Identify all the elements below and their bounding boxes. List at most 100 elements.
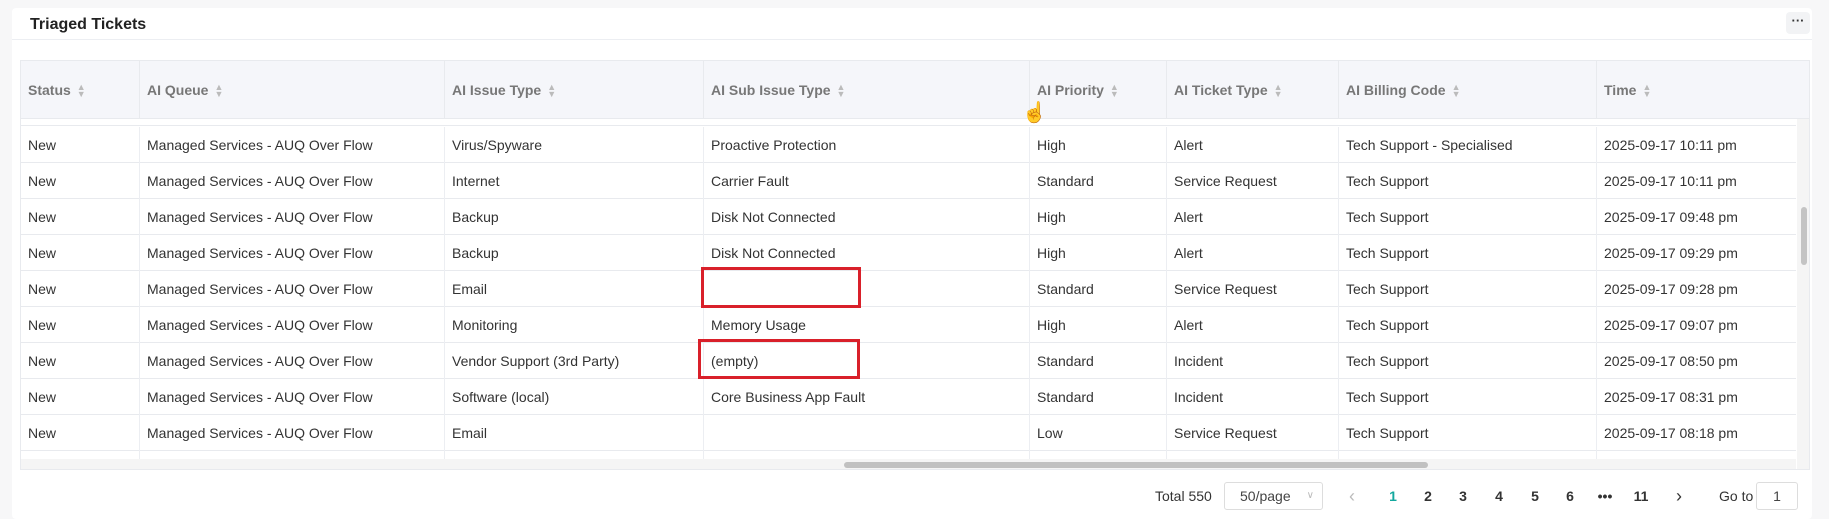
next-page-button[interactable]: ›: [1676, 486, 1682, 506]
column-header-ai-issue-type[interactable]: AI Issue Type ▲ ▼: [444, 61, 703, 119]
header-spacer: [21, 119, 1796, 126]
cell-ai-billing-code: Tech Support: [1338, 307, 1596, 343]
column-header-status[interactable]: Status ▲ ▼: [21, 61, 139, 119]
cell-status: New: [28, 173, 57, 189]
cell-time: 2025-09-17 09:07 pm: [1596, 307, 1796, 343]
page-size-select[interactable]: 50/page ∨: [1224, 482, 1323, 510]
highlight-box-empty-sub-issue: [698, 339, 860, 379]
cell-ai-priority: High: [1029, 307, 1166, 343]
cell-ai-billing-code: Tech Support: [1338, 415, 1596, 451]
cell-ai-sub-issue-type: Disk Not Connected: [703, 235, 1029, 271]
goto-label: Go to: [1719, 488, 1754, 504]
cell-ai-issue-type: Internet: [444, 163, 703, 199]
column-header-ai-ticket-type[interactable]: AI Ticket Type ▲ ▼: [1166, 61, 1338, 119]
column-header-label: AI Queue: [147, 82, 209, 98]
hand-cursor-icon: ☝: [1022, 102, 1047, 124]
table-row[interactable]: New Managed Services - AUQ Over Flow Backu…: [21, 235, 1796, 271]
cell-status: New: [28, 245, 57, 261]
cell-ai-priority: High: [1029, 235, 1166, 271]
cell-ai-ticket-type: Service Request: [1166, 415, 1338, 451]
column-header-label: AI Billing Code: [1346, 82, 1446, 98]
cell-ai-priority: Standard: [1029, 379, 1166, 415]
page-size-value: 50/page: [1240, 488, 1291, 504]
more-options-button[interactable]: ···: [1786, 12, 1810, 34]
cell-ai-ticket-type: Alert: [1166, 235, 1338, 271]
cell-status: New: [28, 389, 57, 405]
page-button-2[interactable]: 2: [1424, 488, 1432, 504]
page-button-1[interactable]: 1: [1389, 488, 1397, 504]
cell-ai-ticket-type: Service Request: [1166, 163, 1338, 199]
cell-ai-sub-issue-type: Memory Usage: [703, 307, 1029, 343]
column-header-ai-billing-code[interactable]: AI Billing Code ▲ ▼: [1338, 61, 1596, 119]
cell-ai-billing-code: Tech Support: [1338, 163, 1596, 199]
cell-ai-queue: Managed Services - AUQ Over Flow: [139, 199, 444, 235]
cell-time: 2025-09-17 09:29 pm: [1596, 235, 1796, 271]
sort-icon[interactable]: ▲ ▼: [1109, 82, 1119, 100]
table-row[interactable]: New Managed Services - AUQ Over Flow Backu…: [21, 199, 1796, 235]
table-row[interactable]: New Managed Services - AUQ Over Flow Softw…: [21, 379, 1796, 415]
column-header-time[interactable]: Time ▲ ▼: [1596, 61, 1796, 119]
cell-ai-priority: Standard: [1029, 163, 1166, 199]
cell-ai-ticket-type: Incident: [1166, 379, 1338, 415]
sort-icon[interactable]: ▲ ▼: [1642, 82, 1652, 100]
cell-ai-ticket-type: Alert: [1166, 199, 1338, 235]
cell-ai-priority: Low: [1029, 415, 1166, 451]
cell-ai-queue: Managed Services - AUQ Over Flow: [139, 343, 444, 379]
more-pages-button[interactable]: •••: [1597, 488, 1613, 504]
column-header-ai-queue[interactable]: AI Queue ▲ ▼: [139, 61, 444, 119]
cell-ai-issue-type: Email: [444, 271, 703, 307]
chevron-down-icon: ∨: [1306, 490, 1314, 501]
cell-ai-ticket-type: Alert: [1166, 127, 1338, 163]
cell-ai-billing-code: Tech Support: [1338, 235, 1596, 271]
sort-icon[interactable]: ▲ ▼: [547, 82, 557, 100]
horizontal-scrollbar[interactable]: [21, 459, 1796, 469]
page-button-4[interactable]: 4: [1495, 488, 1503, 504]
vertical-scrollbar[interactable]: [1797, 119, 1809, 469]
cell-ai-billing-code: Tech Support: [1338, 199, 1596, 235]
column-header-ai-priority[interactable]: AI Priority ▲ ▼: [1029, 61, 1166, 119]
column-header-label: Status: [28, 82, 71, 98]
table-row[interactable]: New Managed Services - AUQ Over Flow Email…: [21, 271, 1796, 307]
cell-ai-sub-issue-type: (empty): [703, 343, 1029, 379]
table-row[interactable]: New Managed Services - AUQ Over Flow Monit…: [21, 307, 1796, 343]
cell-ai-queue: Managed Services - AUQ Over Flow: [139, 235, 444, 271]
prev-page-button[interactable]: ‹: [1349, 486, 1355, 506]
cell-status: New: [28, 353, 57, 369]
divider: [12, 39, 1812, 40]
cell-ai-issue-type: Email: [444, 415, 703, 451]
sort-icon[interactable]: ▲ ▼: [836, 82, 846, 100]
cell-ai-billing-code: Tech Support: [1338, 379, 1596, 415]
table-row[interactable]: New Managed Services - AUQ Over Flow Email…: [21, 415, 1796, 451]
sort-icon[interactable]: ▲ ▼: [1451, 82, 1461, 100]
cell-ai-ticket-type: Alert: [1166, 307, 1338, 343]
cell-ai-sub-issue-type: Carrier Fault: [703, 163, 1029, 199]
cell-ai-issue-type: Backup: [444, 199, 703, 235]
sort-icon[interactable]: ▲ ▼: [214, 82, 224, 100]
table-row[interactable]: New Managed Services - AUQ Over Flow Inter…: [21, 163, 1796, 199]
page-button-11[interactable]: 11: [1633, 488, 1649, 504]
table-row[interactable]: New Managed Services - AUQ Over Flow Virus…: [21, 127, 1796, 163]
highlight-box-blank-sub-issue: [701, 267, 861, 308]
cell-time: 2025-09-17 08:31 pm: [1596, 379, 1796, 415]
cell-ai-queue: Managed Services - AUQ Over Flow: [139, 127, 444, 163]
cell-time: 2025-09-17 09:48 pm: [1596, 199, 1796, 235]
horizontal-scroll-thumb[interactable]: [844, 462, 1428, 468]
column-header-label: AI Priority: [1037, 82, 1104, 98]
cell-ai-priority: Standard: [1029, 271, 1166, 307]
cell-ai-priority: Standard: [1029, 343, 1166, 379]
sort-icon[interactable]: ▲ ▼: [76, 82, 86, 100]
cell-ai-queue: Managed Services - AUQ Over Flow: [139, 271, 444, 307]
goto-page-input[interactable]: 1: [1756, 482, 1798, 510]
vertical-scroll-thumb[interactable]: [1801, 207, 1807, 265]
card-title: Triaged Tickets: [30, 16, 147, 33]
cell-time: 2025-09-17 10:11 pm: [1596, 127, 1796, 163]
cell-ai-sub-issue-type: [703, 415, 1029, 451]
column-header-ai-sub-issue-type[interactable]: AI Sub Issue Type ▲ ▼: [703, 61, 1029, 119]
sort-icon[interactable]: ▲ ▼: [1273, 82, 1283, 100]
page-button-3[interactable]: 3: [1459, 488, 1467, 504]
page-button-5[interactable]: 5: [1531, 488, 1539, 504]
table-row[interactable]: New Managed Services - AUQ Over Flow Vendo…: [21, 343, 1796, 379]
cell-status: New: [28, 209, 57, 225]
page-button-6[interactable]: 6: [1566, 488, 1574, 504]
cell-time: 2025-09-17 08:50 pm: [1596, 343, 1796, 379]
